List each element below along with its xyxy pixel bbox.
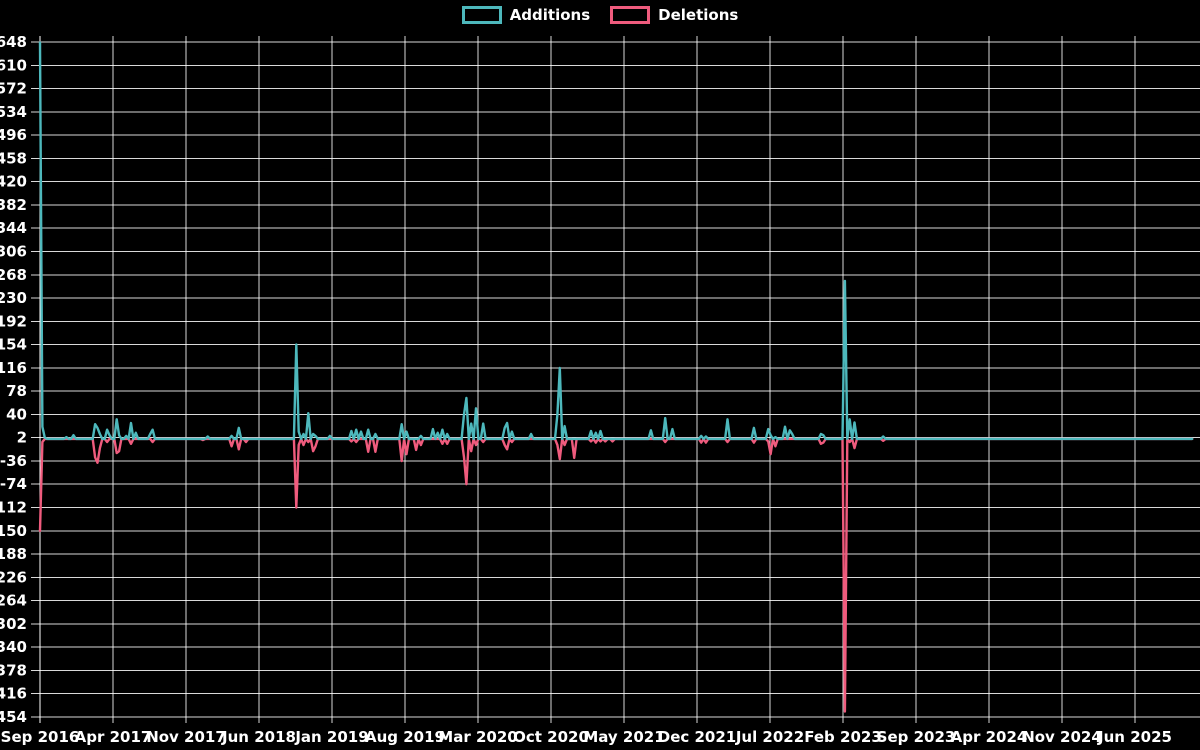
- y-tick-label: -378: [0, 661, 27, 679]
- legend-swatch-additions: [461, 6, 502, 24]
- y-tick-label: -112: [0, 499, 27, 517]
- y-tick-label: -416: [0, 685, 27, 703]
- y-tick-label: 154: [0, 336, 27, 354]
- y-tick-label: 382: [0, 196, 27, 214]
- x-tick-label: May 2021: [583, 728, 664, 746]
- x-tick-label: Mar 2020: [438, 728, 517, 746]
- y-tick-label: 344: [0, 219, 27, 237]
- x-tick-label: Oct 2020: [513, 728, 589, 746]
- y-axis-labels: 648 610 572 534 496 458 420 382 344 306 268 230 192 1…: [0, 33, 27, 726]
- y-tick-label: -340: [0, 638, 27, 656]
- x-tick-label: Apr 2024: [951, 728, 1028, 746]
- x-tick-label: Jun 2018: [221, 728, 296, 746]
- x-tick-label: Sep 2023: [877, 728, 956, 746]
- y-tick-label: 572: [0, 80, 27, 98]
- y-tick-label: 458: [0, 149, 27, 167]
- x-tick-label: Dec 2021: [658, 728, 737, 746]
- y-tick-label: 40: [6, 405, 27, 423]
- y-tick-label: 192: [0, 312, 27, 330]
- y-tick-label: 648: [0, 33, 27, 51]
- x-tick-label: Feb 2023: [804, 728, 882, 746]
- y-tick-label: 116: [0, 359, 27, 377]
- y-tick-label: 534: [0, 103, 27, 121]
- y-tick-label: 306: [0, 242, 27, 260]
- legend-label: Additions: [509, 5, 591, 24]
- x-tick-label: Nov 2017: [146, 728, 226, 746]
- legend-swatch-deletions: [610, 6, 651, 24]
- y-tick-label: 496: [0, 126, 27, 144]
- y-tick-label: 420: [0, 173, 27, 191]
- grid: [31, 36, 1200, 723]
- y-tick-label: -264: [0, 592, 27, 610]
- x-tick-label: Jun 2025: [1097, 728, 1172, 746]
- y-tick-label: 78: [6, 382, 27, 400]
- x-tick-label: Sep 2016: [1, 728, 80, 746]
- y-tick-label: -150: [0, 522, 27, 540]
- y-tick-label: -454: [0, 708, 27, 726]
- y-tick-label: -188: [0, 545, 27, 563]
- chart-legend: Additions Deletions: [0, 6, 1200, 24]
- x-tick-label: Jul 2022: [735, 728, 804, 746]
- y-tick-label: -302: [0, 615, 27, 633]
- legend-label: Deletions: [658, 5, 739, 24]
- legend-item-additions[interactable]: Additions: [461, 5, 591, 24]
- x-tick-label: Jan 2019: [294, 728, 368, 746]
- x-tick-label: Nov 2024: [1022, 728, 1102, 746]
- y-tick-label: 610: [0, 56, 27, 74]
- y-tick-label: 2: [17, 429, 27, 447]
- y-tick-label: 230: [0, 289, 27, 307]
- y-tick-label: -74: [0, 475, 27, 493]
- y-tick-label: 268: [0, 266, 27, 284]
- x-tick-label: Apr 2017: [75, 728, 152, 746]
- additions-line: [38, 41, 1194, 441]
- x-tick-label: Aug 2019: [365, 728, 445, 746]
- y-tick-label: -36: [0, 452, 27, 470]
- legend-item-deletions[interactable]: Deletions: [610, 6, 738, 24]
- y-tick-label: -226: [0, 568, 27, 586]
